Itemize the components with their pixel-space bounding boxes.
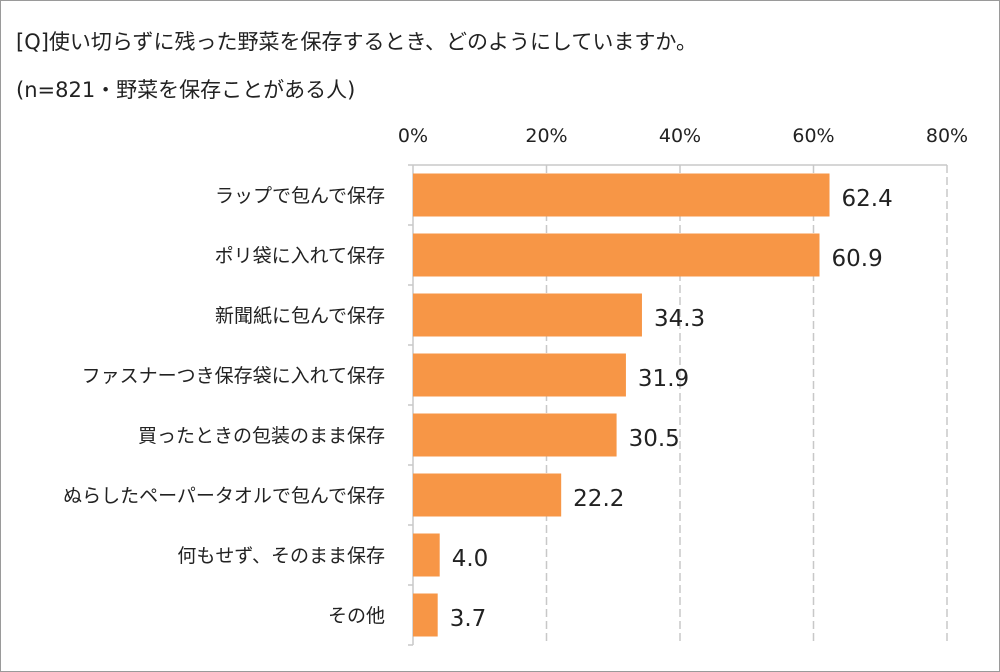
category-label: 何もせず、そのまま保存 [177,545,385,567]
bar [413,353,626,397]
x-tick-label: 0% [398,125,428,147]
x-tick-label: 20% [525,125,567,147]
x-tick-label: 60% [792,125,834,147]
chart-subtitle: (n=821・野菜を保存ことがある人) [16,78,356,102]
bar [413,233,820,277]
bar [413,413,617,457]
bar [413,533,440,577]
category-label: その他 [328,605,385,627]
data-label: 34.3 [654,306,705,332]
category-label: ぬらしたペーパータオルで包んで保存 [63,485,385,507]
category-label: ポリ袋に入れて保存 [215,245,385,267]
bar [413,173,830,217]
category-label: ラップで包んで保存 [215,185,385,207]
category-label: ファスナーつき保存袋に入れて保存 [82,365,385,387]
chart-title: [Q]使い切らずに残った野菜を保存するとき、どのようにしていますか。 [16,30,697,54]
x-tick-label: 80% [926,125,968,147]
data-label: 22.2 [573,486,624,512]
data-label: 4.0 [452,546,489,572]
data-label: 60.9 [832,246,883,272]
data-label: 31.9 [638,366,689,392]
bar [413,593,438,637]
category-label: 買ったときの包装のまま保存 [138,425,385,447]
data-label: 3.7 [450,606,487,632]
data-label: 30.5 [629,426,680,452]
x-tick-label: 40% [659,125,701,147]
bar [413,473,562,517]
bar [413,293,642,337]
category-label: 新聞紙に包んで保存 [215,305,385,327]
data-label: 62.4 [842,186,893,212]
